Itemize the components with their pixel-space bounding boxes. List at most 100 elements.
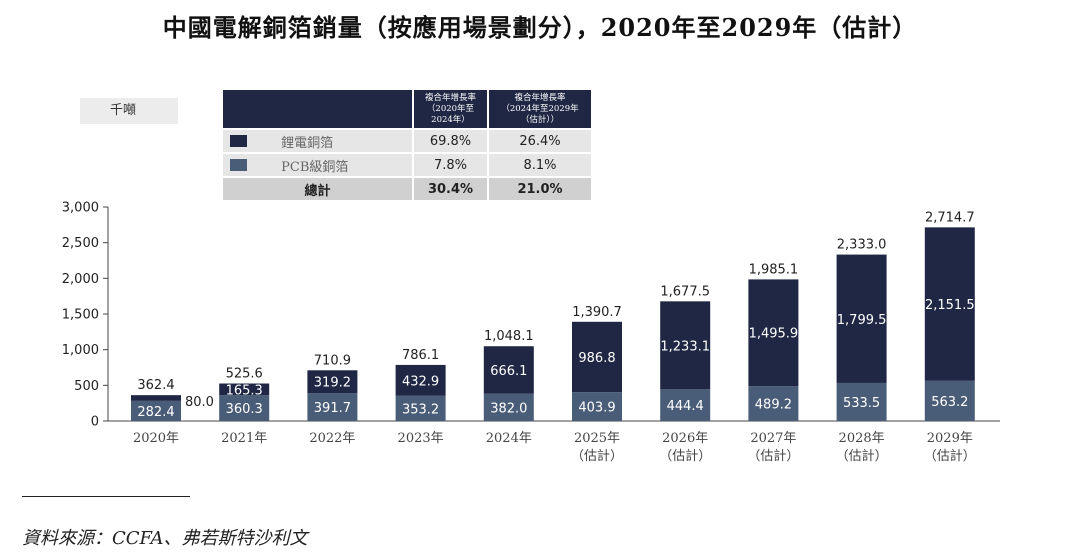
bar-lithium-label: 1,495.9 xyxy=(749,327,799,342)
y-tick-label: 500 xyxy=(74,379,99,394)
legend-total: 總計 xyxy=(223,178,412,200)
source-note: 資料來源：CCFA、弗若斯特沙利文 xyxy=(22,528,308,549)
cagr-header-blank xyxy=(223,90,412,128)
x-tick-label: 2024年 xyxy=(486,431,532,446)
bar-pcb xyxy=(660,389,711,421)
chart-title: 中國電解銅箔銷量（按應用場景劃分），2020年至2029年（估計） xyxy=(162,13,918,42)
bar-pcb-label: 282.4 xyxy=(137,405,174,420)
x-tick-label: 2020年 xyxy=(133,431,179,446)
bar-lithium-label: 80.0 xyxy=(185,395,214,410)
cagr-table: 複合年增長率 （2020年至 2024年） 複合年增長率 （2024年至2029… xyxy=(221,88,593,202)
bar-lithium-label: 1,233.1 xyxy=(660,339,710,354)
x-tick-label: （估計） xyxy=(924,448,976,464)
legend-label-pcb: PCB級銅箔 xyxy=(281,159,349,175)
bar-lithium xyxy=(131,395,181,401)
bar-lithium xyxy=(924,227,975,381)
bar-lithium xyxy=(660,301,711,390)
cagr-row-total: 總計 30.4% 21.0% xyxy=(223,178,591,200)
cagr-total-2020-2024: 30.4% xyxy=(414,178,487,200)
bar-pcb xyxy=(572,392,622,421)
cagr-lithium-2024-2029: 26.4% xyxy=(489,130,591,152)
bar-pcb-label: 353.2 xyxy=(402,402,439,417)
legend-swatch-lithium xyxy=(230,135,247,147)
bar-lithium-label: 986.8 xyxy=(578,351,615,366)
bar-total-label: 1,677.5 xyxy=(660,284,710,299)
legend-lithium: 鋰電銅箔 xyxy=(223,130,412,152)
y-tick-label: 2,500 xyxy=(62,236,99,251)
x-tick-label: 2021年 xyxy=(221,431,267,446)
cagr-row-lithium: 鋰電銅箔 69.8% 26.4% xyxy=(223,130,591,152)
bar-pcb-label: 489.2 xyxy=(755,398,792,413)
bar-lithium-label: 432.9 xyxy=(402,374,439,389)
x-tick-label: 2026年 xyxy=(662,431,708,446)
cagr-pcb-2020-2024: 7.8% xyxy=(414,154,487,176)
bar-pcb-label: 382.0 xyxy=(490,401,527,416)
bar-lithium xyxy=(219,383,270,396)
bar-pcb xyxy=(219,395,270,421)
cagr-lithium-2020-2024: 69.8% xyxy=(414,130,487,152)
bar-pcb-label: 563.2 xyxy=(931,395,968,410)
x-tick-label: 2023年 xyxy=(398,431,444,446)
bar-lithium xyxy=(836,254,887,383)
bar-lithium xyxy=(483,346,534,394)
y-tick-label: 1,500 xyxy=(62,308,99,323)
bar-pcb-label: 533.5 xyxy=(843,396,880,411)
bar-lithium xyxy=(395,364,446,396)
bar-pcb xyxy=(924,380,975,421)
legend-swatch-pcb xyxy=(230,159,247,171)
bar-pcb xyxy=(131,400,181,421)
cagr-header-col2: 複合年增長率 （2024年至2029年 （估計）） xyxy=(489,90,591,128)
bar-total-label: 786.1 xyxy=(402,348,439,363)
bar-total-label: 710.9 xyxy=(314,353,351,368)
bar-lithium-label: 319.2 xyxy=(314,376,351,391)
unit-label: 千噸 xyxy=(80,98,178,124)
legend-pcb: PCB級銅箔 xyxy=(223,154,412,176)
x-tick-label: 2029年 xyxy=(927,431,973,446)
bar-pcb xyxy=(395,395,446,421)
cagr-header-col2-text: 複合年增長率 （2024年至2029年 （估計）） xyxy=(501,92,579,125)
x-tick-label: （估計） xyxy=(571,448,623,464)
bar-lithium xyxy=(307,370,358,394)
cagr-pcb-2024-2029: 8.1% xyxy=(489,154,591,176)
total-label: 總計 xyxy=(304,183,331,199)
bar-lithium-label: 2,151.5 xyxy=(925,298,975,313)
bar-lithium xyxy=(572,321,622,393)
cagr-header-col1: 複合年增長率 （2020年至 2024年） xyxy=(414,90,487,128)
bar-total-label: 1,985.1 xyxy=(749,262,799,277)
bar-pcb-label: 391.7 xyxy=(314,401,351,416)
cagr-total-2024-2029: 21.0% xyxy=(489,178,591,200)
bar-lithium xyxy=(748,279,799,387)
bar-pcb xyxy=(748,386,799,421)
x-tick-label: （估計） xyxy=(659,448,711,464)
legend-label-lithium: 鋰電銅箔 xyxy=(281,135,334,151)
bar-total-label: 525.6 xyxy=(226,367,263,382)
y-tick-label: 2,000 xyxy=(62,272,99,287)
bar-pcb xyxy=(836,382,887,421)
x-tick-label: 2025年 xyxy=(574,431,620,446)
x-tick-label: 2022年 xyxy=(309,431,355,446)
cagr-row-pcb: PCB級銅箔 7.8% 8.1% xyxy=(223,154,591,176)
y-tick-label: 3,000 xyxy=(62,201,99,216)
bar-pcb-label: 403.9 xyxy=(578,401,615,416)
bar-pcb-label: 360.3 xyxy=(226,402,263,417)
x-tick-label: （估計） xyxy=(747,448,799,464)
bar-pcb xyxy=(483,393,534,421)
y-tick-label: 1,000 xyxy=(62,343,99,358)
bar-pcb xyxy=(307,393,358,421)
x-tick-label: 2027年 xyxy=(750,431,796,446)
cagr-header-col1-text: 複合年增長率 （2020年至 2024年） xyxy=(424,92,476,125)
bar-total-label: 362.4 xyxy=(137,378,174,393)
footnote-rule xyxy=(22,496,190,497)
bar-lithium-label: 165.3 xyxy=(226,383,263,398)
bar-total-label: 2,333.0 xyxy=(837,238,887,253)
bar-lithium-label: 666.1 xyxy=(490,364,527,379)
x-tick-label: 2028年 xyxy=(839,431,885,446)
bar-total-label: 1,048.1 xyxy=(484,329,534,344)
bar-pcb-label: 444.4 xyxy=(667,399,704,414)
x-tick-label: （估計） xyxy=(836,448,888,464)
bar-total-label: 2,714.7 xyxy=(925,210,975,225)
bar-lithium-label: 1,799.5 xyxy=(837,313,887,328)
y-tick-label: 0 xyxy=(91,415,99,430)
bar-total-label: 1,390.7 xyxy=(572,305,622,320)
